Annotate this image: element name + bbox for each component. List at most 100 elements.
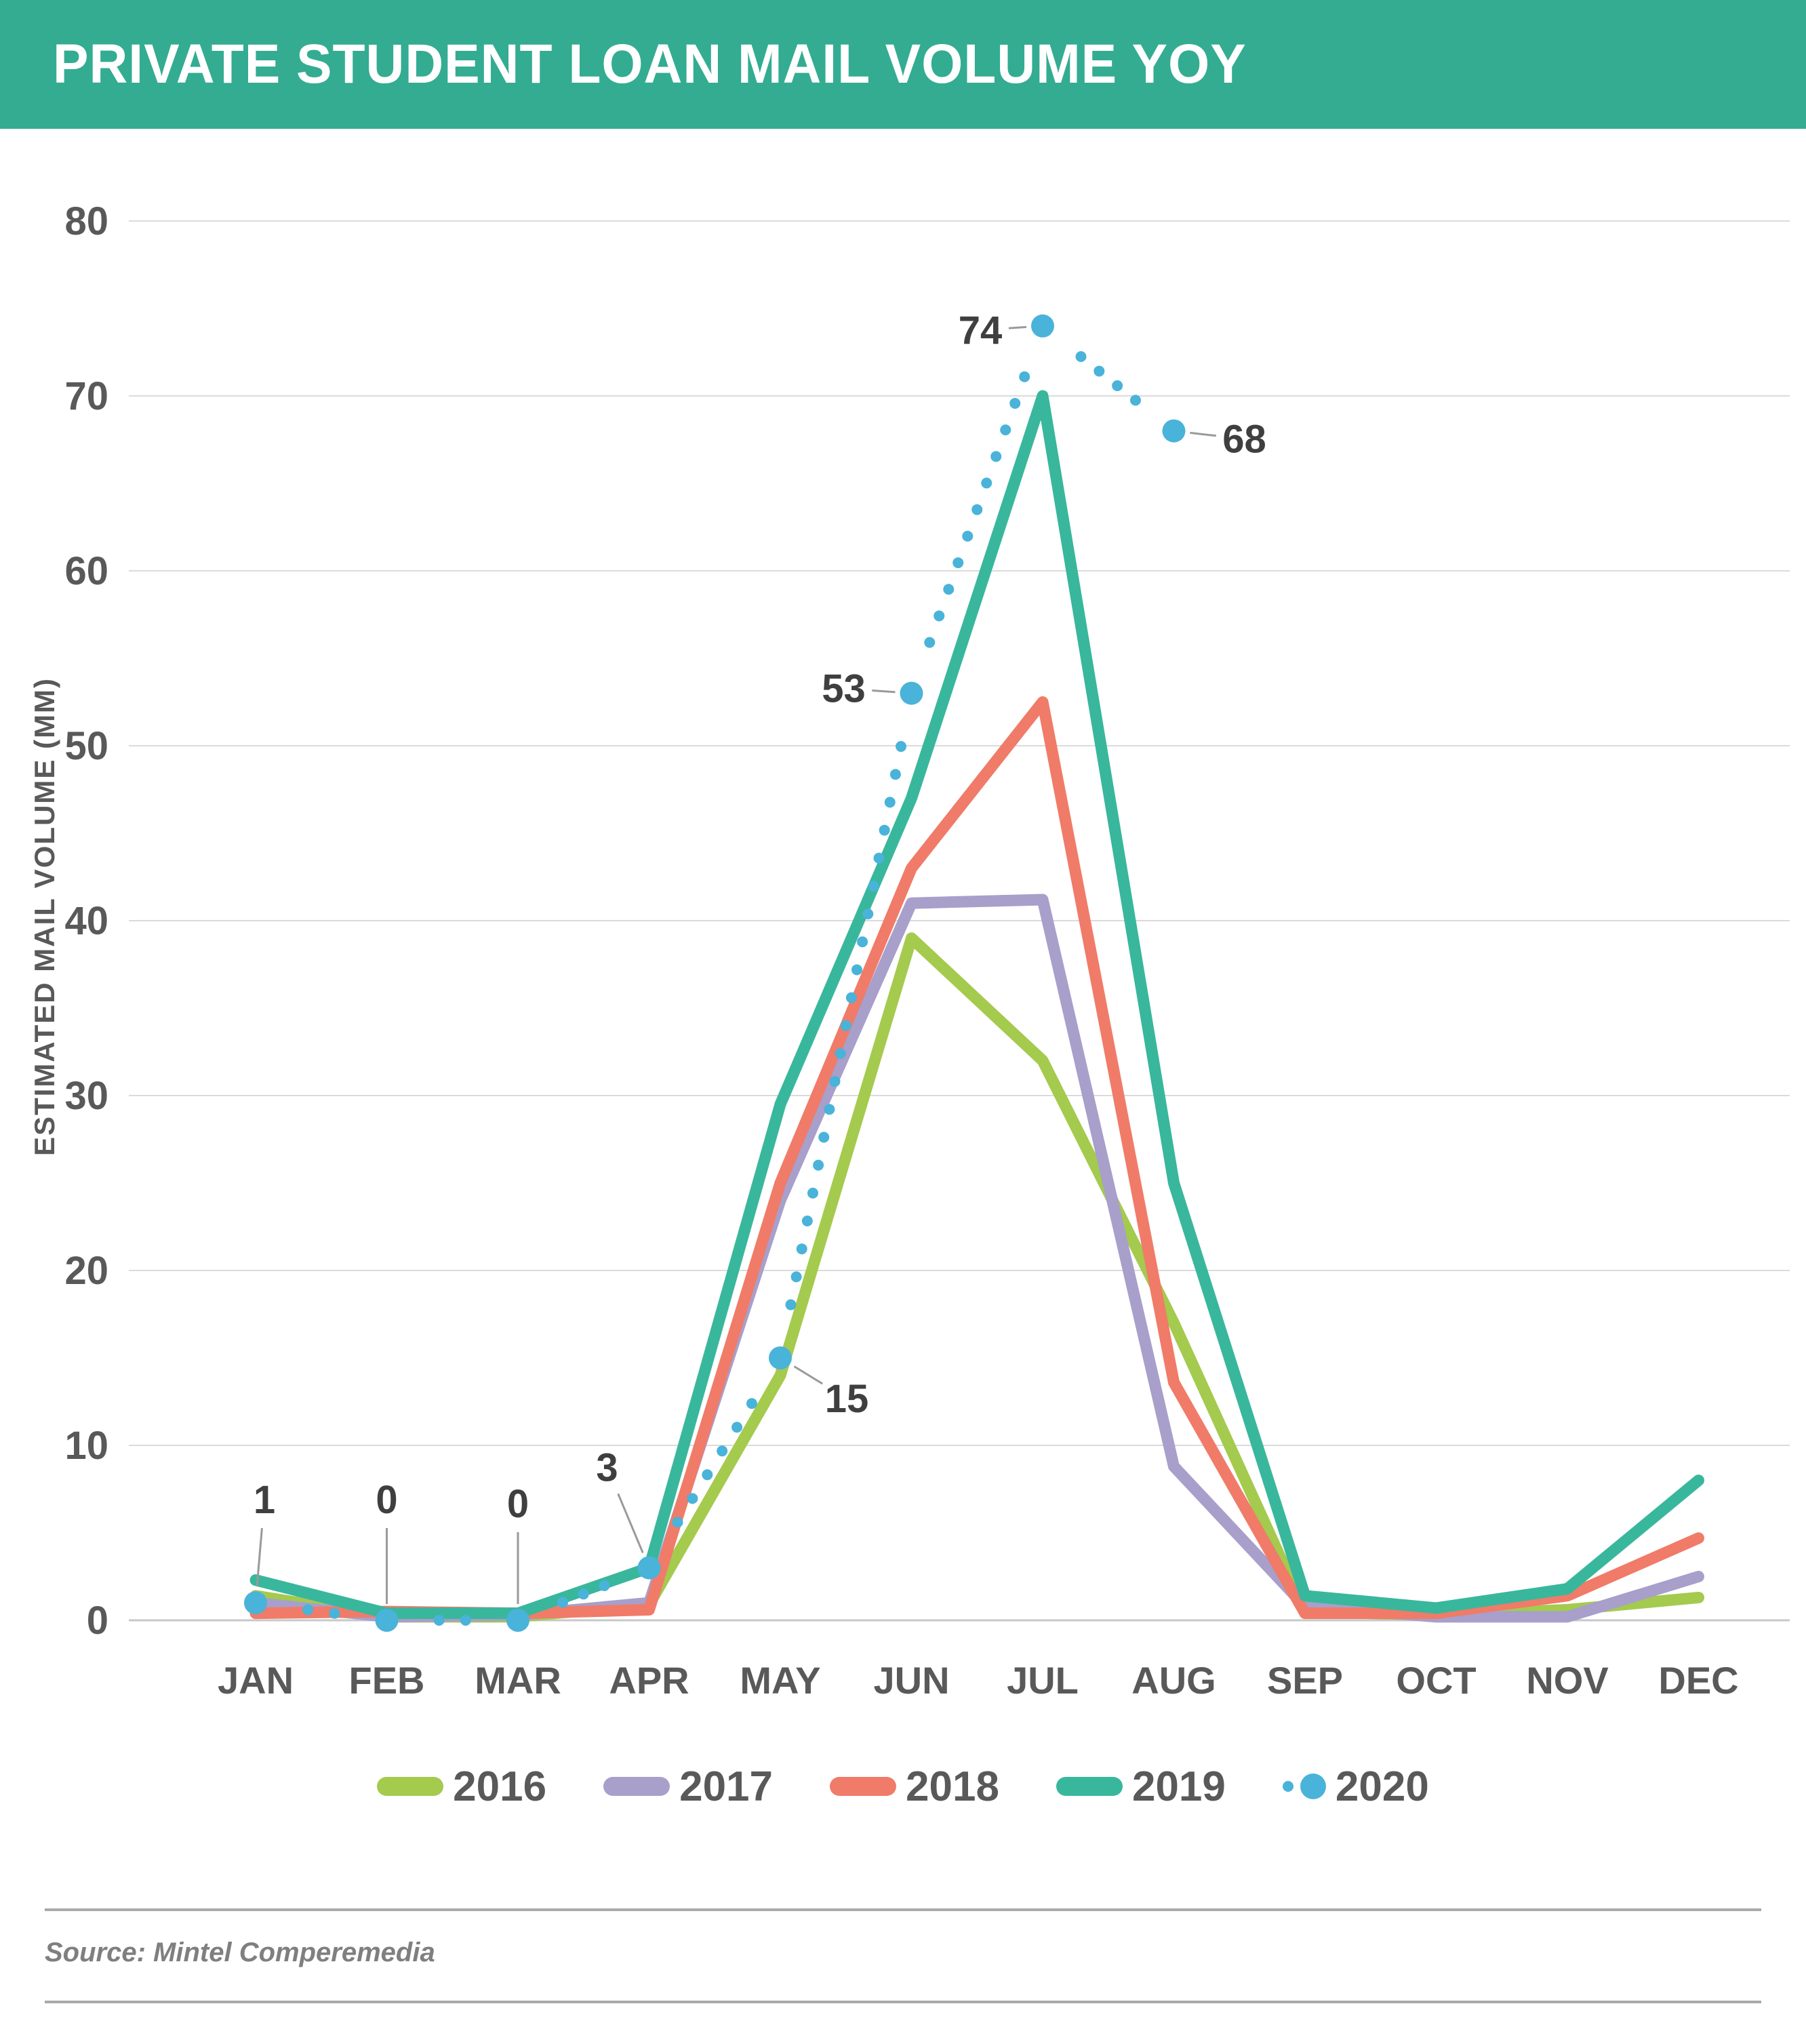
series-line-2018: [249, 696, 1704, 1620]
dotted-line-dot: [599, 1580, 610, 1592]
dotted-line-dot: [717, 1445, 728, 1457]
dotted-line-dot: [746, 1398, 757, 1409]
x-tick-label: APR: [609, 1659, 689, 1702]
legend: 2016 2017 2018 2019 2020: [0, 1746, 1806, 1827]
series-point-2020: [769, 1346, 792, 1369]
legend-label: 2020: [1335, 1763, 1429, 1810]
dotted-line-dot: [702, 1469, 713, 1481]
data-label: 0: [376, 1478, 397, 1522]
legend-dot: [1282, 1781, 1293, 1792]
dotted-line-dot: [862, 908, 874, 920]
y-tick-label: 30: [64, 1074, 108, 1118]
dotted-line-dot: [868, 880, 879, 891]
series-point-2020: [506, 1609, 529, 1632]
legend-label: 2017: [679, 1763, 774, 1810]
data-label: 53: [822, 667, 866, 711]
dotted-line-dot: [818, 1131, 830, 1143]
x-tick-label: MAR: [475, 1659, 561, 1702]
dotted-line-dot: [807, 1187, 818, 1199]
legend-label: 2018: [906, 1763, 999, 1810]
x-tick-label: JUL: [1007, 1659, 1079, 1702]
legend-item-2017: 2017: [603, 1763, 773, 1811]
data-label: 15: [825, 1377, 869, 1421]
x-tick-label: SEP: [1267, 1659, 1343, 1702]
y-tick-label: 20: [64, 1249, 108, 1293]
label-leader-line: [617, 1493, 644, 1554]
dotted-line-dot: [731, 1422, 743, 1433]
legend-swatch: [377, 1777, 444, 1796]
legend-swatch-dotted: [1282, 1774, 1326, 1799]
y-tick-label: 0: [87, 1599, 108, 1643]
series-point-2020: [244, 1591, 267, 1615]
dotted-line-dot: [578, 1588, 589, 1600]
legend-item-2016: 2016: [377, 1763, 546, 1811]
x-tick-label: DEC: [1658, 1659, 1738, 1702]
divider-top: [45, 1908, 1761, 1911]
y-tick-label: 40: [64, 899, 108, 943]
legend-swatch: [1056, 1777, 1123, 1796]
dotted-line-dot: [785, 1299, 797, 1310]
series-point-2020: [1162, 419, 1186, 443]
dotted-line-dot: [981, 477, 992, 489]
y-tick-label: 10: [64, 1424, 108, 1468]
legend-item-2020: 2020: [1282, 1763, 1429, 1811]
data-label: 0: [507, 1482, 529, 1526]
dotted-line-dot: [790, 1271, 802, 1283]
dotted-line-dot: [943, 584, 955, 595]
legend-item-2019: 2019: [1056, 1763, 1226, 1811]
page-title: PRIVATE STUDENT LOAN MAIL VOLUME YOY: [53, 33, 1247, 95]
dotted-line-dot: [840, 1020, 851, 1031]
dotted-line-dot: [801, 1216, 813, 1227]
dotted-line-dot: [845, 992, 857, 1003]
label-leader-line: [872, 689, 896, 694]
dotted-line-dot: [302, 1604, 314, 1616]
dotted-line-dot: [557, 1597, 569, 1608]
dotted-line-dot: [433, 1615, 445, 1626]
dotted-line-dot: [990, 451, 1002, 462]
dotted-line-dot: [889, 769, 901, 780]
label-leader-line: [256, 1527, 263, 1587]
legend-label: 2019: [1131, 1763, 1226, 1810]
dotted-line-dot: [1009, 397, 1021, 409]
legend-item-2018: 2018: [830, 1763, 999, 1811]
dotted-line-dot: [1112, 380, 1123, 391]
dotted-line-dot: [851, 964, 863, 976]
dotted-line-dot: [896, 741, 907, 753]
data-label: 3: [596, 1446, 618, 1490]
dotted-line-dot: [1019, 371, 1030, 382]
dotted-line-dot: [873, 852, 885, 864]
dotted-line-dot: [857, 936, 868, 948]
dotted-line-dot: [829, 1076, 841, 1087]
x-tick-label: JUN: [873, 1659, 949, 1702]
title-bar: PRIVATE STUDENT LOAN MAIL VOLUME YOY: [0, 0, 1806, 129]
label-leader-line: [1190, 431, 1216, 437]
dotted-line-dot: [879, 824, 890, 836]
dotted-line-dot: [796, 1243, 807, 1255]
data-label: 74: [959, 308, 1003, 353]
legend-label: 2016: [453, 1763, 547, 1810]
dotted-line-dot: [884, 797, 896, 808]
divider-bottom: [45, 2001, 1761, 2003]
x-tick-label: FEB: [349, 1659, 425, 1702]
series-point-2020: [900, 681, 923, 705]
data-label: 68: [1222, 418, 1266, 462]
dotted-line-dot: [672, 1517, 683, 1528]
dotted-line-dot: [1075, 351, 1087, 363]
dotted-line-dot: [934, 610, 945, 622]
x-tick-label: AUG: [1131, 1659, 1216, 1702]
x-tick-label: JAN: [218, 1659, 294, 1702]
legend-swatch: [603, 1777, 670, 1796]
series-point-2020: [637, 1556, 661, 1580]
series-line-2019: [249, 390, 1704, 1620]
dotted-line-dot: [1129, 395, 1141, 406]
dotted-line-dot: [1000, 424, 1011, 436]
dotted-line-dot: [329, 1607, 340, 1619]
legend-dot: [1300, 1774, 1326, 1799]
series-point-2020: [1031, 314, 1054, 338]
data-label: 1: [254, 1478, 275, 1522]
x-tick-label: NOV: [1526, 1659, 1608, 1702]
dotted-line-dot: [824, 1104, 835, 1115]
dotted-line-dot: [924, 637, 936, 648]
series-line-2016: [249, 932, 1704, 1623]
